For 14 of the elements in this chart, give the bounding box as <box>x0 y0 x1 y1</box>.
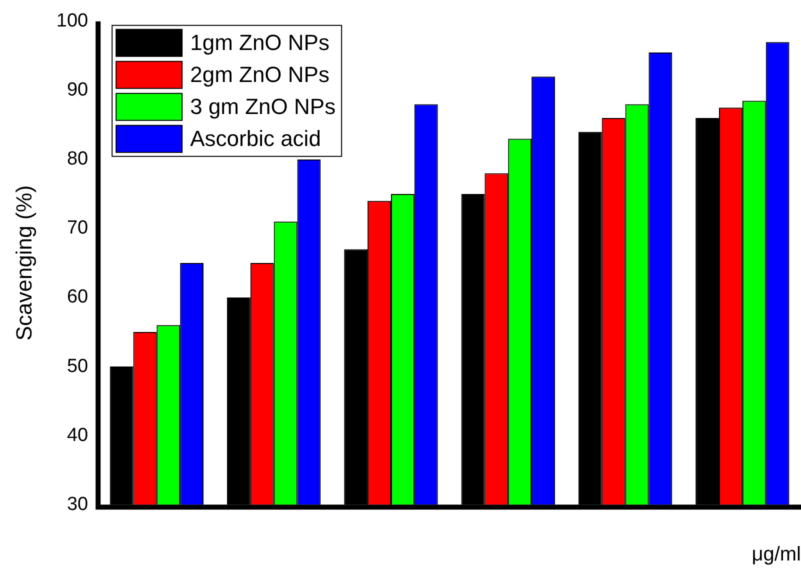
y-tick-label: 80 <box>66 148 88 170</box>
legend-label: 1gm ZnO NPs <box>190 30 330 55</box>
y-tick-label: 30 <box>66 494 88 515</box>
y-tick-label: 60 <box>66 286 88 308</box>
y-tick-label: 40 <box>66 424 88 446</box>
y-tick-label: 100 <box>56 10 88 32</box>
legend-label: 2gm ZnO NPs <box>190 62 330 87</box>
y-tick-label: 90 <box>66 80 88 101</box>
y-axis-title: Scavenging (%) <box>11 185 36 341</box>
legend-label: Ascorbic acid <box>190 126 321 151</box>
x-axis-title: μg/ml <box>752 544 801 566</box>
legend-label: 3 gm ZnO NPs <box>190 94 336 119</box>
y-tick-label: 70 <box>66 218 88 239</box>
y-tick-label: 50 <box>66 356 88 377</box>
